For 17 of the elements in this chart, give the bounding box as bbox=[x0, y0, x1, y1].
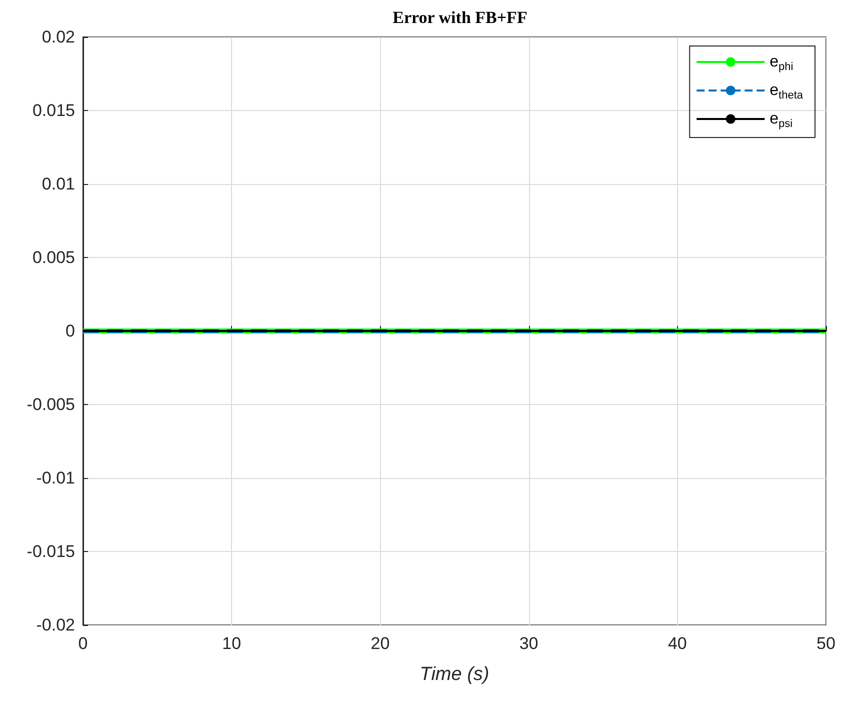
y-tick-label: -0.02 bbox=[36, 616, 75, 634]
x-tick-label: 0 bbox=[78, 634, 88, 653]
chart-title: Error with FB+FF bbox=[392, 8, 528, 27]
y-tick-label: -0.005 bbox=[26, 395, 75, 414]
y-tick-label: -0.01 bbox=[36, 468, 75, 488]
y-tick-label: 0.005 bbox=[32, 248, 75, 267]
x-tick-label: 30 bbox=[519, 634, 538, 653]
x-tick-label: 20 bbox=[370, 634, 390, 653]
y-tick-label: 0.02 bbox=[42, 28, 75, 46]
y-tick-label: 0.015 bbox=[32, 101, 75, 120]
y-tick-label: -0.015 bbox=[26, 542, 75, 561]
y-tick-label: 0.01 bbox=[42, 174, 75, 194]
x-tick-label: 40 bbox=[668, 634, 687, 653]
x-tick-label: 50 bbox=[816, 634, 836, 653]
x-tick-label: 10 bbox=[222, 634, 242, 653]
y-tick-label: 0 bbox=[66, 322, 75, 340]
x-axis-title: Time (s) bbox=[420, 664, 490, 685]
